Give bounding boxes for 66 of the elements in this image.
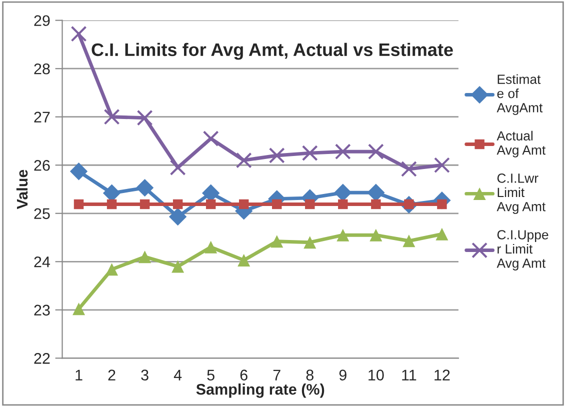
legend-label: C.I.Lwr Limit Avg Amt (496, 174, 546, 214)
legend-label: Actual Avg Amt (496, 130, 546, 158)
point (74, 199, 84, 210)
point (106, 263, 118, 276)
x-tick-label: 10 (368, 370, 384, 380)
y-tick-label: 26 (34, 160, 50, 171)
point (170, 160, 186, 176)
legend-label: Estimat e of AvgAmt (496, 74, 543, 115)
text: C.I. Limits for Avg Amt, Actual vs Estimate (92, 42, 453, 60)
point (367, 184, 385, 202)
x-tick-label: 5 (207, 370, 214, 380)
y-tick-label: 29 (34, 15, 50, 26)
x-tick-label: 7 (273, 370, 280, 380)
x-tick-label: 6 (240, 370, 248, 380)
point (305, 199, 315, 210)
x-axis-title: Sampling rate (%) (196, 384, 324, 398)
x-tick-label: 8 (306, 370, 314, 380)
point (70, 162, 88, 180)
point (238, 199, 249, 210)
y-tick-label: 24 (34, 256, 50, 268)
x-tick-label: 4 (174, 370, 182, 380)
point (268, 147, 285, 164)
point (272, 199, 282, 210)
y-axis-title: Value (16, 170, 28, 210)
point (106, 199, 117, 210)
point (370, 228, 382, 242)
x-tick-label: 12 (434, 370, 450, 380)
y-tick-label: 22 (34, 353, 50, 364)
point (236, 152, 252, 168)
point (202, 130, 219, 147)
point (104, 108, 120, 125)
point (204, 240, 218, 254)
point (336, 228, 350, 242)
point (402, 234, 416, 248)
x-tick-label: 3 (141, 370, 148, 380)
y-tick-label: 23 (34, 304, 50, 316)
y-tick-label: 27 (34, 112, 50, 122)
point (334, 144, 351, 160)
point (136, 110, 153, 126)
point (338, 199, 348, 210)
point (172, 199, 183, 210)
y-tick-label: 25 (34, 208, 50, 220)
point (400, 160, 417, 177)
point (302, 145, 318, 162)
point (138, 250, 152, 264)
x-tick-label: 11 (402, 370, 416, 380)
point (168, 208, 187, 226)
x-tick-label: 9 (339, 370, 346, 380)
point (72, 302, 86, 316)
point (434, 157, 450, 174)
point (436, 228, 448, 240)
point (136, 178, 154, 197)
legend-label: C.I.Uppe r Limit Avg Amt (496, 230, 548, 270)
point (238, 254, 250, 266)
point (172, 260, 184, 273)
point (371, 199, 381, 210)
point (334, 184, 352, 202)
x-tick-label: 1 (76, 370, 82, 380)
y-tick-label: 28 (34, 63, 50, 74)
point (368, 144, 384, 160)
point (206, 199, 216, 210)
point (140, 199, 150, 210)
point (70, 26, 87, 42)
x-tick-label: 2 (108, 370, 116, 380)
point (270, 235, 284, 248)
point (304, 236, 316, 249)
